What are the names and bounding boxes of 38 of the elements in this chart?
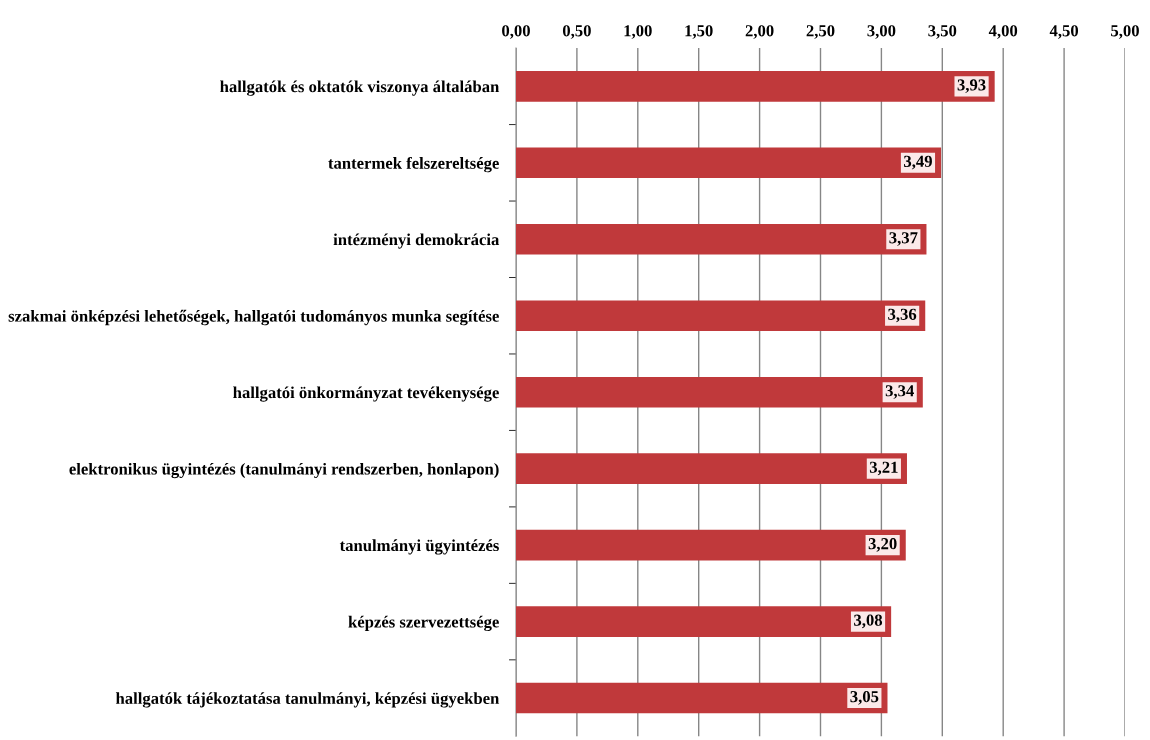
data-label: 3,05	[850, 690, 879, 705]
data-label: 3,36	[888, 308, 917, 323]
data-label: 3,20	[868, 538, 897, 552]
x-tick-label: 3,00	[867, 25, 896, 39]
y-tick-label: tantermek felszereltsége	[328, 156, 499, 173]
x-tick-label: 3,50	[928, 25, 957, 39]
bar	[516, 529, 906, 561]
y-tick-label: képzés szervezettsége	[348, 615, 499, 632]
data-label: 3,21	[869, 461, 898, 476]
x-tick-label: 0,00	[502, 25, 530, 39]
y-tick-label: hallgatói önkormányzat tevékenysége	[233, 386, 499, 402]
x-tick-label: 2,50	[806, 25, 835, 39]
bar	[516, 223, 927, 255]
y-tick-label: hallgatók és oktatók viszonya általában	[220, 80, 500, 96]
data-label: 3,37	[889, 232, 918, 246]
data-label: 3,08	[854, 614, 883, 629]
y-tick-label: elektronikus ügyintézés (tanulmányi rendszerben, honlapon)	[69, 462, 499, 479]
y-tick-label: tanulmányi ügyintézés	[339, 539, 499, 555]
bar	[516, 682, 888, 714]
bar	[516, 71, 995, 102]
bar	[516, 453, 907, 484]
x-tick-label: 0,50	[562, 25, 591, 39]
bar	[516, 606, 892, 637]
bar	[516, 147, 942, 179]
data-label: 3,34	[885, 385, 914, 399]
data-label: 3,93	[957, 79, 986, 93]
y-tick-label: hallgatók tájékoztatása tanulmányi, képzési ügyekben	[115, 692, 500, 708]
x-tick-label: 4,50	[1049, 25, 1079, 39]
bar	[516, 376, 923, 408]
bar	[516, 300, 926, 332]
x-tick-label: 2,00	[745, 25, 774, 39]
y-tick-label: intézményi demokrácia	[333, 233, 500, 249]
x-tick-label: 1,00	[624, 25, 652, 39]
x-tick-label: 4,00	[988, 25, 1018, 39]
x-tick-label: 5,00	[1111, 25, 1139, 39]
x-tick-label: 1,50	[685, 25, 713, 39]
y-tick-label: szakmai önképzési lehetőségek, hallgatói tudományos munka segítése	[8, 309, 499, 326]
data-label: 3,49	[904, 155, 932, 170]
